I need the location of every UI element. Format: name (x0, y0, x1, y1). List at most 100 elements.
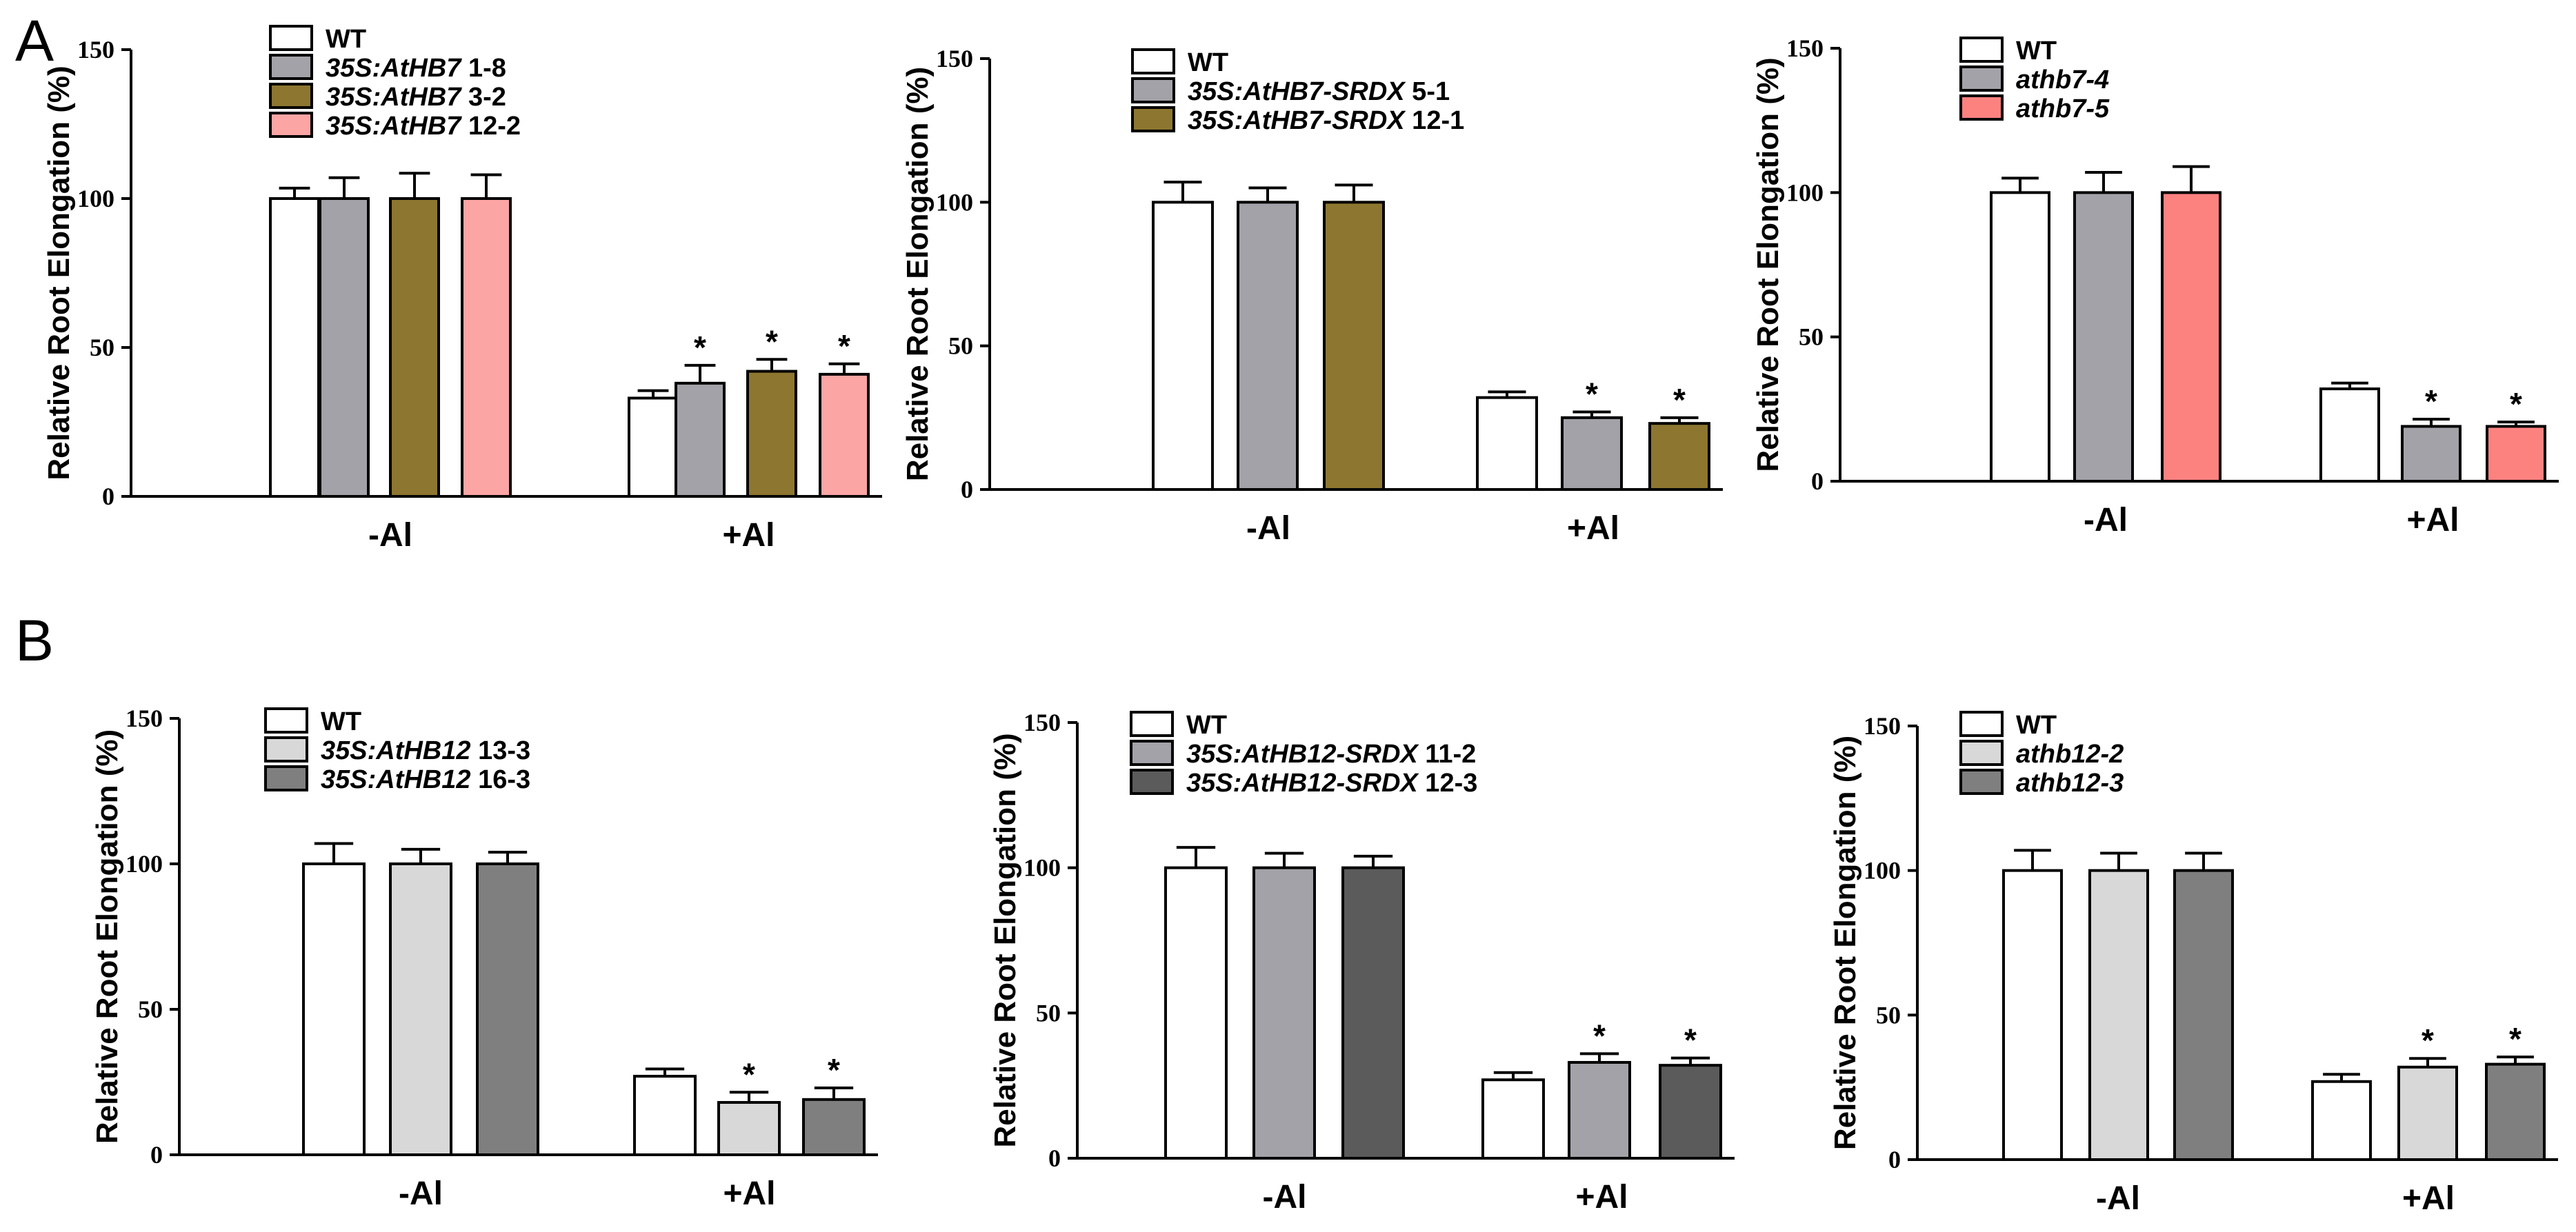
legend-swatch (1130, 711, 1174, 737)
significance-star: * (766, 323, 778, 359)
panel-letter-b: B (15, 608, 54, 673)
bar (628, 396, 679, 498)
legend-swatch (1131, 48, 1175, 74)
bar (2311, 1080, 2372, 1162)
bar (1659, 1064, 1722, 1160)
legend-text-part: 1-8 (461, 54, 506, 83)
legend-entry: 35S:AtHB12-SRDX 12-3 (1186, 769, 1477, 798)
significance-star: * (743, 1056, 755, 1092)
legend-swatch (264, 707, 308, 734)
bar (1990, 191, 2050, 483)
legend-swatch (269, 83, 313, 109)
category-label: -Al (1246, 510, 1290, 547)
category-label: +Al (2402, 1180, 2455, 1217)
legend-entry: 35S:AtHB12 13-3 (321, 736, 530, 765)
legend-text-part: 13-3 (471, 736, 531, 765)
legend-swatch (269, 25, 313, 51)
legend-text-part: 35S:AtHB12-SRDX (1186, 740, 1419, 769)
legend-swatch (269, 112, 313, 138)
bar (2002, 869, 2063, 1161)
legend-text-part: 3-2 (461, 83, 506, 112)
y-tick-label: 50 (90, 334, 114, 361)
bar (2073, 191, 2134, 483)
bar (633, 1075, 697, 1157)
legend-entry: 35S:AtHB7 12-2 (326, 112, 521, 141)
category-label: -Al (1263, 1179, 1307, 1215)
significance-star: * (838, 328, 850, 364)
y-axis-label: Relative Root Elongation (%) (42, 65, 76, 480)
legend-swatch (264, 765, 308, 791)
legend-text-part: 5-1 (1405, 77, 1450, 106)
legend-text-part: 12-1 (1405, 106, 1465, 135)
bar (802, 1098, 866, 1156)
legend-swatch (1131, 77, 1175, 103)
y-tick-label: 150 (1864, 712, 1901, 740)
y-tick-label: 0 (1888, 1146, 1901, 1173)
y-tick-label: 0 (150, 1141, 163, 1169)
category-label: +Al (2406, 502, 2459, 538)
y-tick-label: 50 (948, 332, 973, 360)
legend-entry: athb7-5 (2016, 94, 2110, 123)
legend-entry: WT (326, 25, 366, 54)
significance-star: * (2510, 386, 2522, 422)
legend-swatch (1959, 769, 2004, 795)
legend-entry: athb7-4 (2016, 65, 2109, 94)
legend-entry: 35S:AtHB7 1-8 (326, 54, 506, 83)
y-tick-label: 0 (961, 476, 973, 503)
legend-text-part: 35S:AtHB12 (321, 736, 471, 765)
legend-swatch (1959, 37, 2004, 63)
significance-star: * (828, 1052, 840, 1088)
y-tick-label: 0 (1811, 467, 1824, 495)
y-tick-label: 150 (126, 705, 163, 732)
legend-text-part: WT (1188, 48, 1228, 77)
legend-text-part: WT (2016, 37, 2057, 65)
legend-entry: 35S:AtHB7-SRDX 5-1 (1188, 77, 1450, 106)
category-label: +Al (723, 1175, 775, 1212)
legend-swatch (1130, 769, 1174, 795)
legend-text-part: 12-3 (1418, 769, 1478, 798)
y-tick-label: 100 (1024, 854, 1061, 882)
significance-star: * (1684, 1022, 1697, 1058)
category-label: -Al (2096, 1180, 2140, 1217)
y-tick-label: 150 (936, 45, 973, 72)
legend-swatch (269, 54, 313, 80)
legend-text-part: 16-3 (471, 765, 531, 794)
bar (389, 862, 452, 1156)
legend-swatch (1959, 711, 2004, 737)
significance-star: * (1673, 382, 1686, 418)
bar (2161, 191, 2221, 483)
y-tick-label: 0 (1048, 1144, 1061, 1172)
bar (746, 370, 797, 498)
bar (476, 862, 539, 1156)
y-tick-label: 150 (77, 36, 114, 63)
bar (1341, 866, 1405, 1160)
bar (717, 1101, 781, 1157)
category-label: -Al (2084, 502, 2128, 538)
legend-text-part: athb7-4 (2016, 65, 2109, 94)
legend-text-part: 35S:AtHB12 (321, 765, 471, 794)
legend-swatch (264, 736, 308, 763)
y-tick-label: 150 (1786, 34, 1824, 62)
bar (1237, 201, 1299, 491)
legend-entry: athb12-3 (2016, 769, 2124, 798)
y-tick-label: 50 (138, 996, 163, 1023)
y-axis-label: Relative Root Elongation (%) (1828, 736, 1862, 1150)
y-tick-label: 50 (1876, 1001, 1901, 1029)
bar (1561, 416, 1623, 491)
legend-text-part: WT (2016, 711, 2057, 740)
legend-text-part: athb7-5 (2016, 94, 2110, 123)
bar (2088, 869, 2149, 1161)
bar (2486, 425, 2546, 483)
y-tick-label: 100 (1786, 179, 1824, 206)
legend-text-part: 35S:AtHB7-SRDX (1188, 77, 1406, 106)
